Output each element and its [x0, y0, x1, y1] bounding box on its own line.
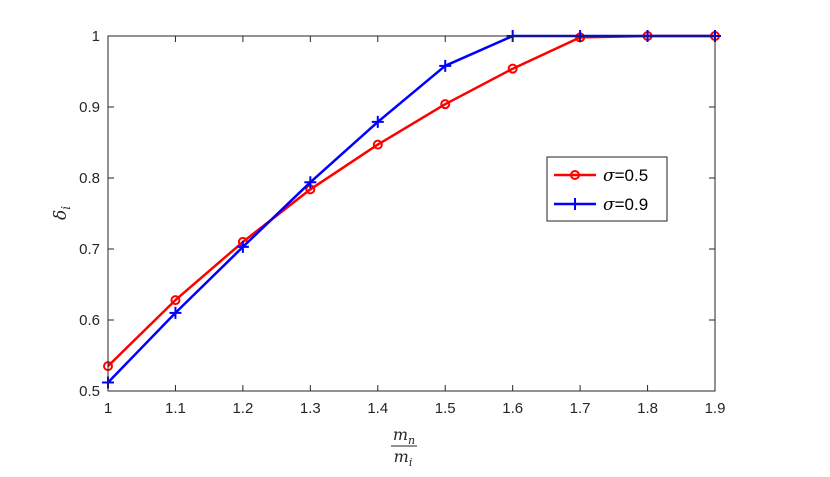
y-tick-label: 0.8: [79, 170, 100, 187]
series-2-point: [371, 115, 384, 128]
svg-text:δi: δi: [51, 206, 73, 220]
y-tick-label: 0.6: [79, 312, 100, 329]
legend-label-series-2-value: =0.9: [615, 195, 649, 214]
series-1-point: [440, 99, 451, 110]
x-tick-label: 1.9: [705, 400, 726, 417]
legend-entry-series-2: σ=0.9: [554, 195, 648, 215]
plot-area: [102, 30, 721, 389]
x-tick-label: 1: [104, 400, 112, 417]
svg-text:σ=0.9: σ=0.9: [603, 195, 648, 215]
series-2-point: [169, 306, 182, 319]
x-axis-label-numerator-subscript: n: [408, 434, 415, 447]
y-tick-label: 0.7: [79, 241, 100, 258]
svg-text:σ=0.5: σ=0.5: [603, 166, 648, 186]
axes-box: [107, 35, 716, 392]
series-1-point: [507, 63, 518, 74]
axes: 1 1.1 1.2 1.3 1.4 1.5 1.6 1.7 1.8 1.9 0.5 0.6 0.7 0.8…: [79, 28, 725, 417]
x-tick-label: 1.6: [502, 400, 523, 417]
legend: σ=0.5 σ=0.9: [546, 156, 668, 222]
series-1-point: [372, 139, 383, 150]
y-tick-label: 0.5: [79, 383, 100, 400]
y-axis-label-symbol: δ: [51, 210, 71, 220]
svg-text:mi: mi: [394, 447, 413, 469]
x-tick-label: 1.5: [435, 400, 456, 417]
legend-label-series-1-value: =0.5: [615, 166, 649, 185]
series-2-point: [304, 176, 317, 189]
x-axis-label-numerator: m: [393, 425, 408, 444]
legend-marker-series-1: [570, 170, 580, 180]
legend-marker-series-2: [569, 198, 581, 210]
series-2-point: [439, 59, 452, 72]
x-tick-label: 1.3: [300, 400, 321, 417]
x-tick-label: 1.1: [165, 400, 186, 417]
legend-box: [546, 156, 668, 222]
x-tick-label: 1.8: [637, 400, 658, 417]
y-axis-label: δi: [51, 206, 73, 220]
svg-text:mn: mn: [393, 425, 415, 447]
legend-label-series-1-symbol: σ: [603, 166, 615, 186]
legend-label-series-2-symbol: σ: [603, 195, 615, 215]
legend-entry-series-1: σ=0.5: [554, 166, 648, 186]
series-2-point: [236, 240, 249, 253]
x-axis-label: mn mi: [391, 425, 417, 469]
y-tick-label: 0.9: [79, 99, 100, 116]
y-tick-label: 1: [92, 28, 100, 45]
x-tick-label: 1.4: [367, 400, 388, 417]
x-tick-label: 1.7: [570, 400, 591, 417]
x-tick-label: 1.2: [232, 400, 253, 417]
x-axis-label-denominator-subscript: i: [409, 456, 413, 469]
y-axis-label-subscript: i: [59, 206, 73, 210]
series-1-point: [170, 295, 181, 306]
x-axis-label-denominator: m: [394, 447, 409, 466]
